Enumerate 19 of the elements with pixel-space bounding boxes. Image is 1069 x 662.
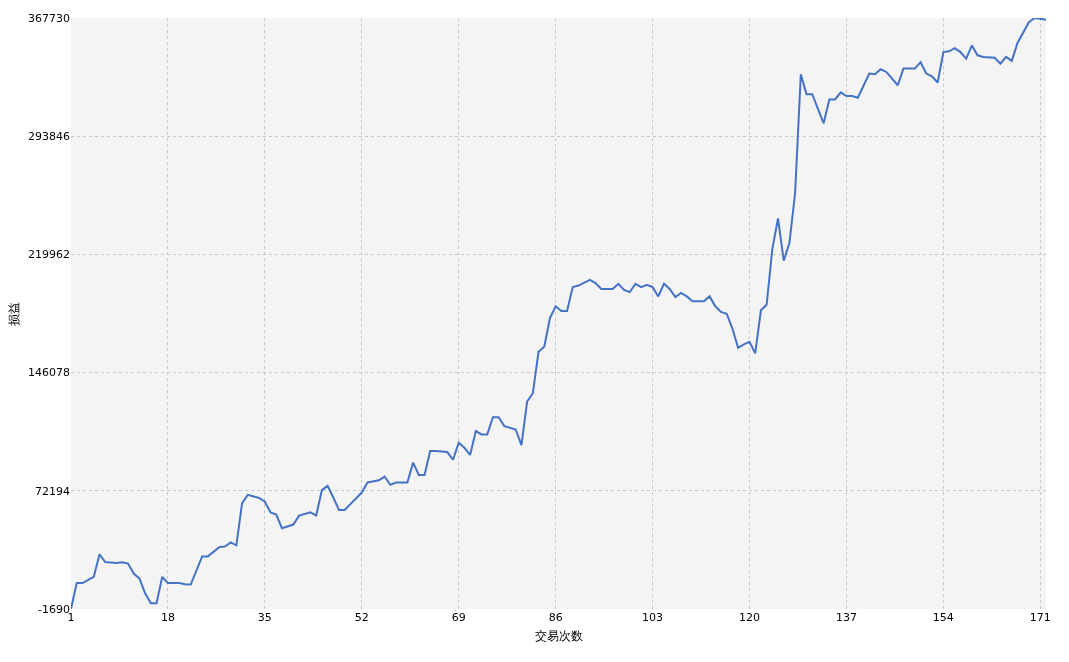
x-tick-label: 137: [835, 611, 857, 624]
y-tick-label: 219962: [28, 248, 70, 262]
x-tick-label: 18: [160, 611, 175, 624]
line-series: [71, 18, 1046, 609]
x-tick-label: 86: [548, 611, 563, 624]
x-axis-title: 交易次数: [534, 628, 583, 643]
x-tick-label: 120: [739, 611, 761, 624]
y-tick-label: 293846: [28, 130, 70, 144]
x-tick-label: 52: [354, 611, 369, 624]
y-tick-label: 146078: [28, 366, 70, 380]
y-tick-label: 72194: [35, 484, 70, 498]
x-tick-label: 69: [451, 611, 466, 624]
x-tick-label: 35: [257, 611, 272, 624]
x-tick-label: 154: [932, 611, 954, 624]
y-axis-title: 损益: [7, 301, 22, 326]
x-tick-label: 103: [642, 611, 664, 624]
x-tick-label: 171: [1029, 611, 1051, 624]
y-tick-label: 367730: [28, 11, 70, 25]
y-tick-label: -1690: [38, 602, 70, 616]
